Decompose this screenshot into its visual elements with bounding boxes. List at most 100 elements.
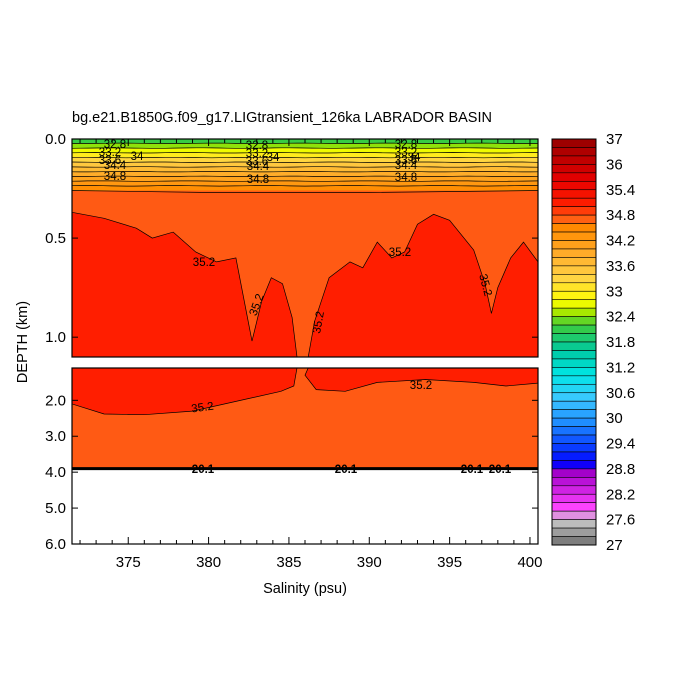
contour-label: 33.6 <box>246 156 268 168</box>
colorbar-label: 32.4 <box>606 309 635 326</box>
surface-contour-line <box>72 156 538 159</box>
colorbar-box <box>551 485 597 495</box>
surface-contour-line <box>72 166 538 168</box>
y-tick-label: 1.0 <box>45 329 66 346</box>
colorbar-box <box>551 138 597 148</box>
x-tick-label: 385 <box>276 554 301 571</box>
colorbar-label: 31.8 <box>606 334 635 351</box>
contour-label: 34.8 <box>247 174 269 186</box>
surface-band <box>72 166 538 172</box>
contour-label: 32.8 <box>104 139 126 151</box>
contour-label: 35.2 <box>193 257 215 269</box>
surface-band <box>72 157 538 163</box>
surface-contour-line <box>72 161 538 163</box>
surface-contour-line <box>72 152 538 154</box>
colorbar-label: 27.6 <box>606 512 635 529</box>
colorbar-box <box>551 350 597 360</box>
contour-label: 34.8 <box>395 172 417 184</box>
contour-label: 33.6 <box>99 155 121 167</box>
surface-band <box>72 185 538 191</box>
colorbar-label: 35.4 <box>606 182 635 199</box>
colorbar-box <box>551 477 597 487</box>
colorbar-box <box>551 451 597 461</box>
y-tick-label: 3.0 <box>45 428 66 445</box>
colorbar-label: 33 <box>606 283 623 300</box>
surface-contour-line <box>72 147 538 149</box>
contour-label: 35.2 <box>389 247 411 259</box>
colorbar-box <box>551 155 597 165</box>
colorbar-box <box>551 316 597 326</box>
surface-band <box>72 171 538 177</box>
contour-label: 20.1 <box>489 464 512 476</box>
x-tick-label: 380 <box>196 554 221 571</box>
y-tick-label: 4.0 <box>45 464 66 481</box>
contour-label: 35.2 <box>476 273 493 298</box>
colorbar-box <box>551 333 597 343</box>
colorbar-box <box>551 282 597 292</box>
colorbar-box <box>551 460 597 470</box>
colorbar-label: 27 <box>606 537 623 554</box>
colorbar-box <box>551 358 597 368</box>
colorbar-box <box>551 392 597 402</box>
colorbar-box <box>551 434 597 444</box>
colorbar-box <box>551 240 597 250</box>
colorbar-box <box>551 468 597 478</box>
colorbar-box <box>551 172 597 182</box>
upper-panel: 32.833.233.6 3434.434.832.833.233.63434.4… <box>71 138 539 358</box>
surface-band <box>72 181 538 186</box>
contour-label: 34 <box>131 151 144 163</box>
surface-band <box>72 162 538 167</box>
colorbar-box <box>551 299 597 309</box>
x-axis-label: Salinity (psu) <box>263 581 347 597</box>
colorbar-box <box>551 502 597 512</box>
colorbar-box <box>551 400 597 410</box>
contour-label: 34.4 <box>247 161 270 173</box>
y-tick-label: 2.0 <box>45 392 66 409</box>
contour-label: 34 <box>267 152 280 164</box>
x-tick-label: 390 <box>357 554 382 571</box>
contour-label: 33.2 <box>395 147 417 159</box>
surface-band <box>72 148 538 153</box>
colorbar-box <box>551 180 597 191</box>
contour-label: 34.4 <box>395 160 418 172</box>
surface-band <box>72 152 538 158</box>
colorbar-label: 28.2 <box>606 486 635 503</box>
colorbar-label: 34.2 <box>606 233 635 250</box>
colorbar-box <box>551 189 597 199</box>
contour-label: 35.2 <box>410 380 432 392</box>
y-axis-label: DEPTH (km) <box>15 301 31 383</box>
colorbar-box <box>551 383 597 394</box>
y-tick-label: 6.0 <box>45 536 66 553</box>
contour-line-35-2-lower <box>72 368 538 416</box>
colorbar-label: 30 <box>606 410 623 427</box>
surface-contour-line <box>72 142 538 144</box>
surface-contour-line <box>72 171 538 173</box>
colorbar-box <box>551 536 597 546</box>
contour-label: 34.8 <box>104 171 126 183</box>
x-tick-label: 400 <box>517 554 542 571</box>
contour-label: 32.8 <box>395 139 417 151</box>
colorbar-box <box>551 223 597 233</box>
contour-label: 35.2 <box>311 310 327 334</box>
colorbar-box <box>551 257 597 267</box>
contour-line-35-2-upper <box>72 211 538 357</box>
colorbar-box <box>551 519 597 529</box>
colorbar-box <box>551 214 597 224</box>
colorbar-box <box>551 274 597 284</box>
chart-title: bg.e21.B1850G.f09_g17.LIGtransient_126ka… <box>72 110 492 126</box>
x-tick-label: 395 <box>437 554 462 571</box>
colorbar-box <box>551 510 597 520</box>
colorbar-label: 34.8 <box>606 207 635 224</box>
colorbar-box <box>551 324 597 334</box>
colorbar-label: 30.6 <box>606 385 635 402</box>
colorbar-box <box>551 443 597 453</box>
y-tick-label: 5.0 <box>45 500 66 517</box>
y-tick-label: 0.5 <box>45 230 66 247</box>
contour-label: 32.8 <box>246 140 268 152</box>
contour-label: 33.6 <box>395 155 417 167</box>
surface-contour-line <box>72 185 538 187</box>
colorbar-box <box>551 426 597 436</box>
colorbar-box <box>551 527 597 537</box>
surface-contour-line <box>72 180 538 182</box>
